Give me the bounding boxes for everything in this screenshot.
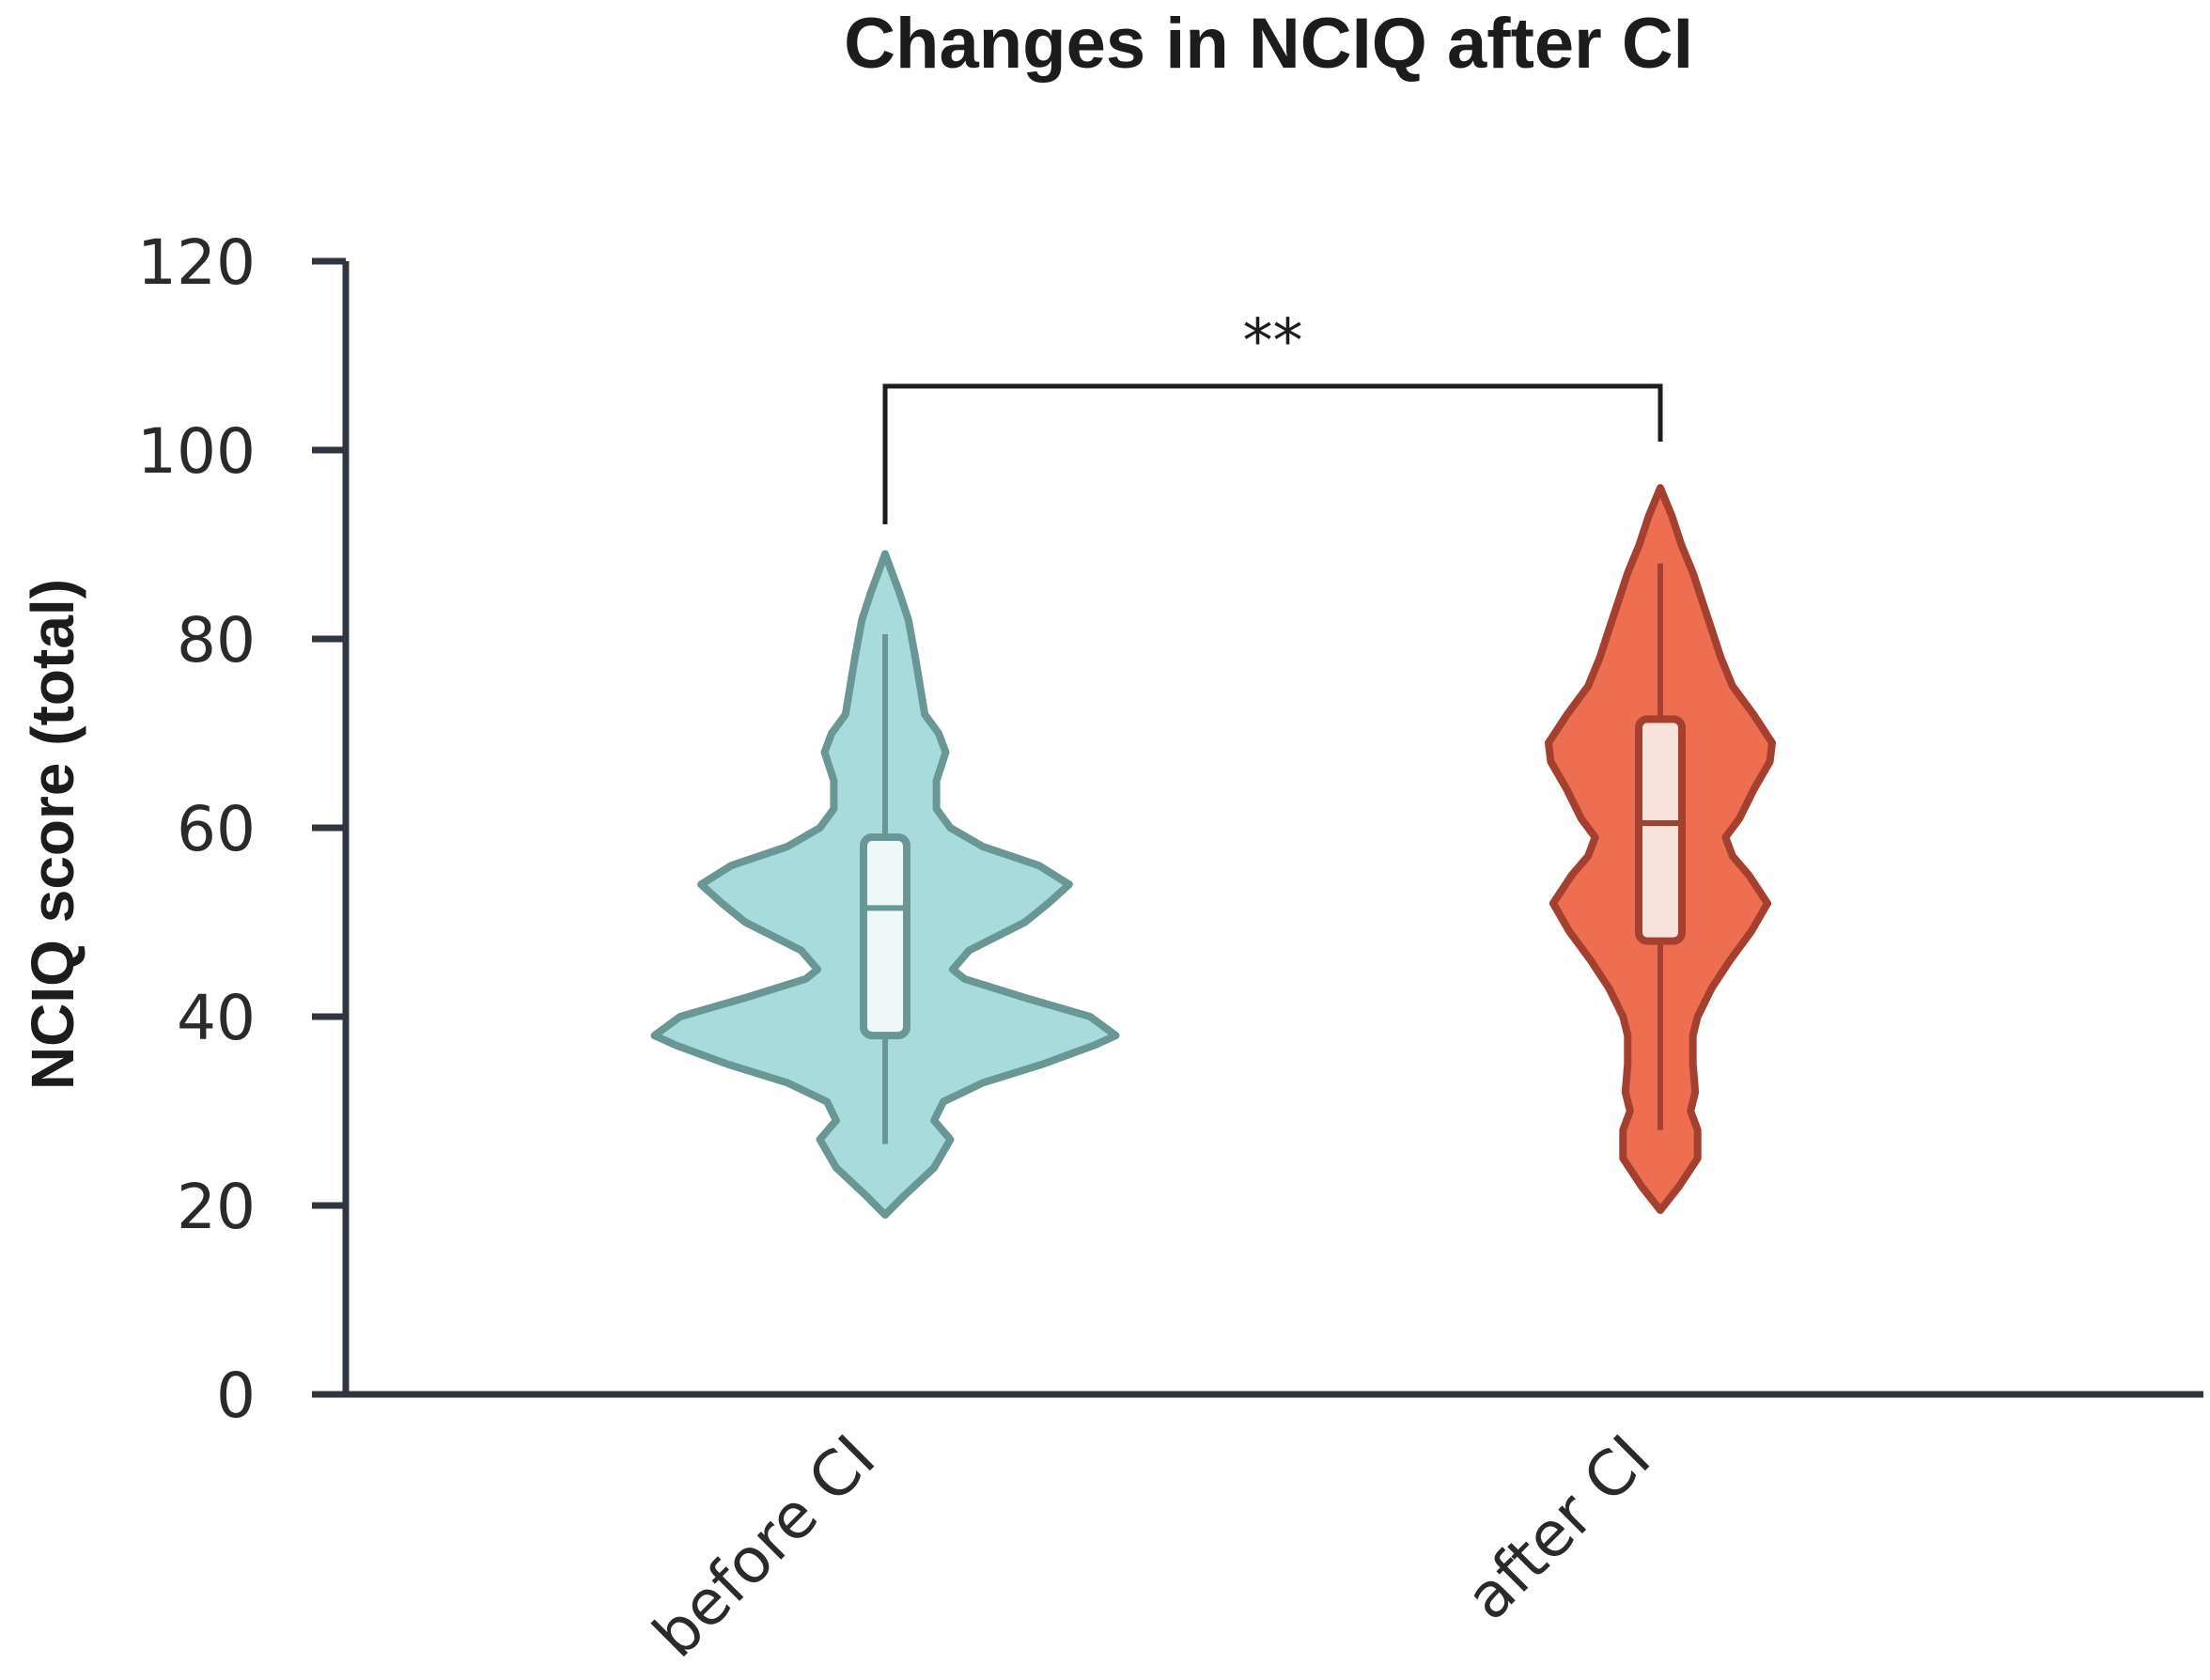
x-category-label: before CI	[639, 1422, 889, 1672]
y-tick-label: 80	[177, 604, 256, 677]
y-tick-label: 60	[177, 793, 256, 865]
box	[860, 833, 910, 1040]
x-category-label: after CI	[1452, 1422, 1664, 1634]
significance-label: **	[1243, 307, 1303, 377]
y-tick-label: 20	[177, 1171, 256, 1243]
y-axis-label: NCIQ score (total)	[19, 579, 86, 1090]
y-tick-label: 100	[137, 415, 256, 488]
y-tick-label: 0	[216, 1360, 256, 1432]
chart-title: Changes in NCIQ after CI	[844, 4, 1693, 84]
box	[1635, 715, 1686, 945]
y-tick-label: 40	[177, 982, 256, 1054]
plot-area: 0 20 40 60 80 100 120 before CI after CI **	[137, 226, 2203, 1672]
significance-bracket	[882, 383, 1663, 524]
y-tick-label: 120	[137, 226, 256, 299]
